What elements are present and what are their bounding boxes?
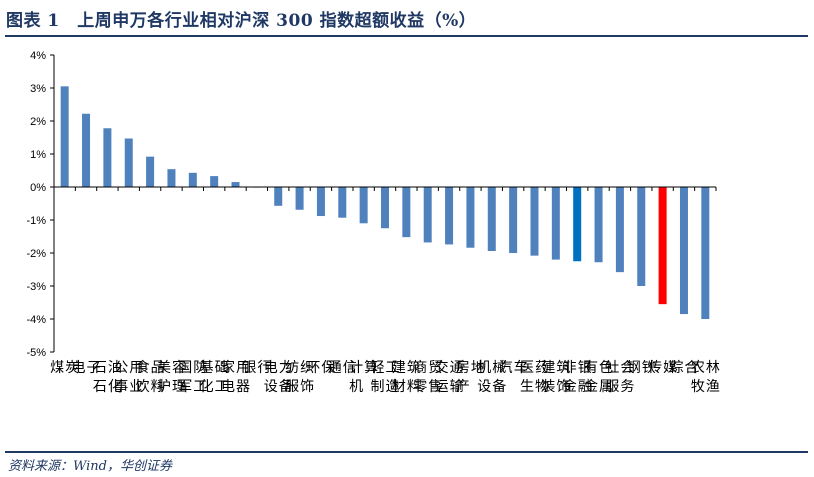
x-tick-label: 计算机 xyxy=(349,360,378,395)
bar xyxy=(551,187,560,260)
y-tick-label: -3% xyxy=(26,281,46,293)
bar xyxy=(188,172,197,187)
x-tick-label: 美容护理 xyxy=(157,359,186,395)
x-tick-label: 银行 xyxy=(242,360,271,376)
x-tick-label: 建筑装饰 xyxy=(541,360,570,395)
x-tick-label: 基础化工 xyxy=(200,359,229,395)
bar xyxy=(466,187,475,248)
bar xyxy=(316,187,325,217)
bar xyxy=(274,187,283,206)
y-tick-label: 3% xyxy=(30,83,46,95)
x-tick-label: 商贸零售 xyxy=(413,360,442,395)
bar xyxy=(381,187,389,229)
bar xyxy=(423,187,432,243)
bar xyxy=(338,187,347,218)
y-tick-label: -2% xyxy=(26,248,46,260)
x-tick-label: 农林牧渔 xyxy=(691,360,720,395)
bar xyxy=(594,187,603,263)
x-tick-label: 轻工制造 xyxy=(371,360,400,395)
x-tick-label: 钢铁 xyxy=(627,360,656,376)
bars xyxy=(60,86,710,319)
bar xyxy=(445,187,454,245)
bar xyxy=(487,187,496,252)
y-tick-label: 1% xyxy=(30,149,46,161)
y-tick-label: 0% xyxy=(30,182,46,194)
bar xyxy=(679,187,688,315)
x-tick-label: 石油石化 xyxy=(93,360,122,395)
bar xyxy=(615,187,624,273)
y-tick-label: -1% xyxy=(26,215,46,227)
bar xyxy=(82,113,91,187)
x-tick-label: 传媒 xyxy=(648,360,677,376)
x-tick-label: 电子 xyxy=(72,360,101,376)
bar xyxy=(530,187,539,256)
bar xyxy=(146,156,155,187)
bar xyxy=(509,187,518,253)
bar xyxy=(231,182,240,187)
x-axis xyxy=(53,186,717,191)
x-tick-label: 通信 xyxy=(328,360,357,376)
bar-chart: 4% 3% 2% 1% 0% -1% -2% -3% -4% -5% 煤炭电子石油石化公用事业食品… xyxy=(26,50,720,395)
y-tick-label: -5% xyxy=(26,347,46,359)
x-tick-label: 家用电器 xyxy=(221,359,250,395)
x-tick-label: 国防军工 xyxy=(178,360,207,395)
x-tick-label: 建筑材料 xyxy=(392,360,421,395)
title-rule xyxy=(5,35,808,37)
x-tick-label: 环保 xyxy=(306,360,335,376)
x-tick-label: 综合 xyxy=(669,360,698,376)
y-axis: 4% 3% 2% 1% 0% -1% -2% -3% -4% -5% xyxy=(26,50,55,359)
x-tick-label: 社会服务 xyxy=(605,360,634,395)
source-rule xyxy=(5,451,808,453)
bar xyxy=(658,187,667,305)
bar xyxy=(60,86,69,187)
x-tick-label: 有色金属 xyxy=(584,359,613,395)
bar xyxy=(295,187,304,210)
bar xyxy=(167,169,176,187)
x-tick-label: 机械设备 xyxy=(477,360,506,395)
y-tick-label: 4% xyxy=(30,50,46,62)
bar xyxy=(637,187,646,286)
bar xyxy=(573,187,582,262)
x-tick-label: 交通运输 xyxy=(435,359,464,395)
x-tick-label: 房地产 xyxy=(456,360,485,395)
x-tick-label: 煤炭 xyxy=(50,360,79,376)
bar xyxy=(402,187,411,238)
x-tick-label: 医药生物 xyxy=(520,360,549,395)
bar xyxy=(359,187,368,224)
source-note: 资料来源：Wind，华创证券 xyxy=(8,459,172,474)
x-tick-labels: 煤炭电子石油石化公用事业食品饮料美容护理国防军工基础化工家用电器银行电力设备纺织… xyxy=(50,359,720,395)
bar xyxy=(103,128,112,187)
x-tick-label: 纺织服饰 xyxy=(285,360,314,395)
chart-title: 图表 1 上周申万各行业相对沪深 300 指数超额收益（%） xyxy=(6,11,477,31)
x-tick-label: 电力设备 xyxy=(264,360,293,395)
y-tick-label: -4% xyxy=(26,314,46,326)
x-tick-label: 公用事业 xyxy=(114,360,143,395)
bar xyxy=(701,187,710,319)
bar xyxy=(124,138,133,187)
bar xyxy=(210,176,219,187)
x-tick-label: 食品饮料 xyxy=(136,359,165,395)
x-tick-label: 汽车 xyxy=(499,359,528,376)
y-tick-label: 2% xyxy=(30,116,46,128)
x-tick-label: 非银金融 xyxy=(563,360,592,395)
